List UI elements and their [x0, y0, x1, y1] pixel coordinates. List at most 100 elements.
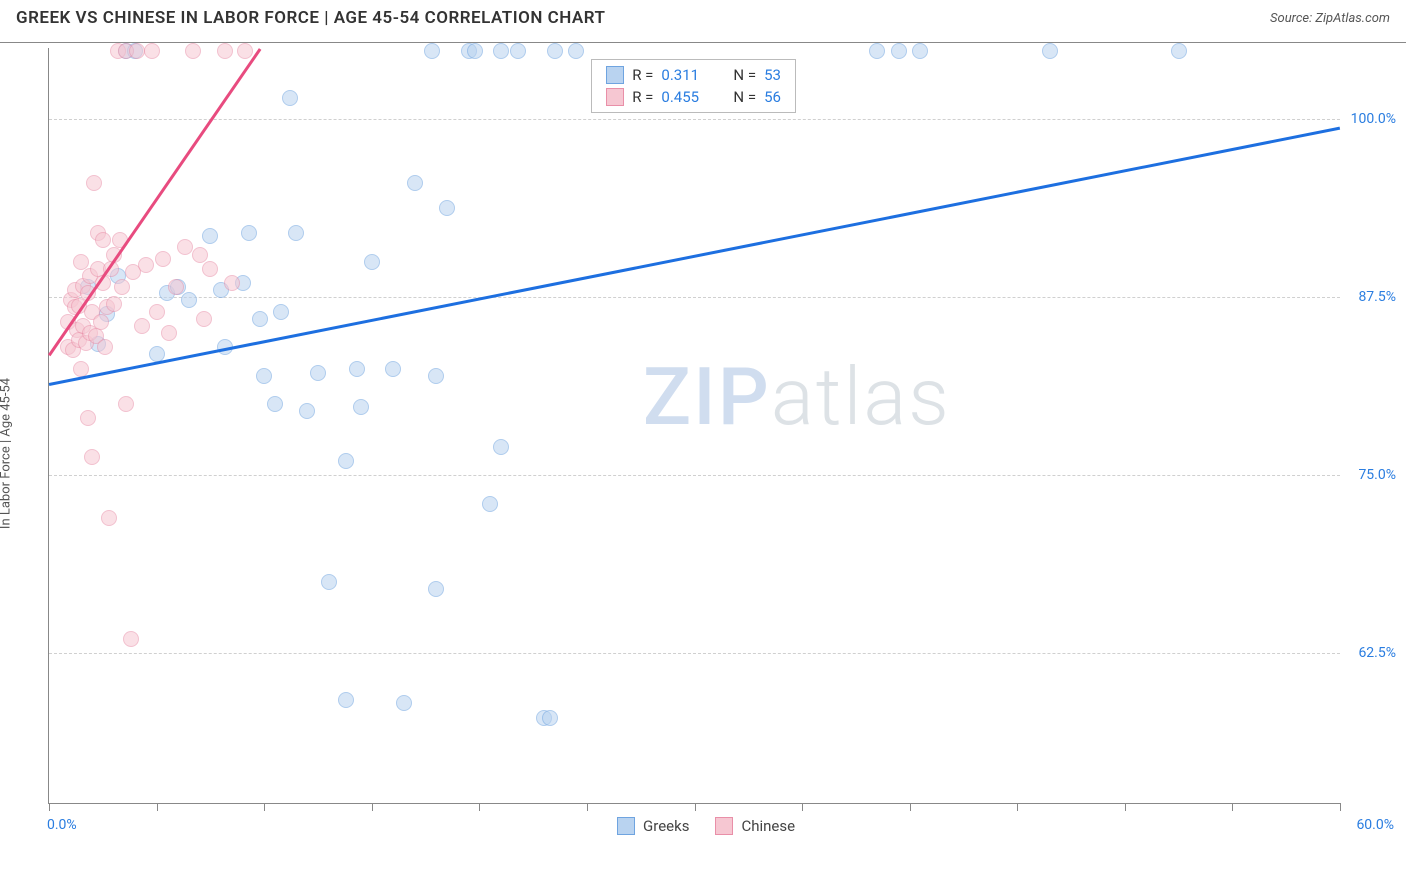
x-tick: [479, 803, 480, 811]
n-value: 56: [764, 88, 781, 106]
series-legend: Greeks Chinese: [617, 817, 795, 835]
x-tick: [157, 803, 158, 811]
scatter-point: [161, 325, 177, 341]
scatter-point: [353, 399, 369, 415]
x-tick: [49, 803, 50, 811]
trend-line: [49, 126, 1340, 385]
scatter-point: [114, 279, 130, 295]
scatter-point: [80, 410, 96, 426]
x-tick: [802, 803, 803, 811]
scatter-point: [267, 396, 283, 412]
scatter-point: [202, 261, 218, 277]
source-label: Source: ZipAtlas.com: [1270, 11, 1390, 26]
watermark-atlas: atlas: [771, 350, 951, 444]
scatter-point: [177, 239, 193, 255]
scatter-point: [869, 43, 885, 59]
scatter-point: [428, 581, 444, 597]
scatter-point: [482, 496, 498, 512]
y-tick-label: 62.5%: [1358, 645, 1396, 661]
scatter-point: [97, 339, 113, 355]
gridline-y: [49, 119, 1340, 120]
scatter-point: [202, 228, 218, 244]
x-max-label: 60.0%: [1356, 817, 1394, 833]
n-label: N =: [733, 88, 756, 106]
legend-item: Chinese: [715, 817, 795, 835]
scatter-point: [138, 257, 154, 273]
scatter-point: [396, 695, 412, 711]
scatter-point: [95, 232, 111, 248]
watermark-zip: ZIP: [643, 350, 771, 444]
plot-area: ZIPatlas 62.5%75.0%87.5%100.0%0.0%60.0%R…: [48, 48, 1340, 804]
x-tick: [1340, 803, 1341, 811]
x-tick: [1232, 803, 1233, 811]
x-tick: [587, 803, 588, 811]
chart-title: GREEK VS CHINESE IN LABOR FORCE | AGE 45…: [16, 8, 605, 28]
scatter-point: [1042, 43, 1058, 59]
scatter-point: [84, 449, 100, 465]
legend-swatch: [617, 817, 635, 835]
scatter-point: [428, 368, 444, 384]
scatter-point: [149, 304, 165, 320]
scatter-point: [106, 296, 122, 312]
scatter-point: [568, 43, 584, 59]
scatter-point: [493, 439, 509, 455]
scatter-point: [217, 43, 233, 59]
watermark: ZIPatlas: [643, 350, 951, 444]
n-label: N =: [733, 66, 756, 84]
scatter-point: [155, 251, 171, 267]
y-tick-label: 75.0%: [1358, 467, 1396, 483]
scatter-point: [407, 175, 423, 191]
scatter-point: [547, 43, 563, 59]
r-value: 0.455: [661, 88, 717, 106]
scatter-point: [424, 43, 440, 59]
x-tick: [1125, 803, 1126, 811]
legend-row: R = 0.455 N = 56: [602, 86, 785, 108]
x-tick: [372, 803, 373, 811]
scatter-point: [338, 453, 354, 469]
r-value: 0.311: [661, 66, 717, 84]
scatter-point: [192, 247, 208, 263]
legend-item: Greeks: [617, 817, 689, 835]
gridline-y: [49, 297, 1340, 298]
scatter-point: [241, 225, 257, 241]
plot-container: ZIPatlas 62.5% 75.0% 87.5% 100.0% 0.0% 60.0% R…: [48, 48, 1398, 832]
x-tick: [910, 803, 911, 811]
legend-swatch: [606, 88, 624, 106]
scatter-point: [237, 43, 253, 59]
scatter-point: [493, 43, 509, 59]
scatter-point: [349, 361, 365, 377]
r-label: R =: [632, 66, 653, 84]
x-tick: [264, 803, 265, 811]
x-tick: [1017, 803, 1018, 811]
legend-label: Greeks: [643, 817, 689, 835]
n-value: 53: [764, 66, 781, 84]
scatter-point: [321, 574, 337, 590]
gridline-y: [49, 653, 1340, 654]
y-tick-label: 87.5%: [1358, 289, 1396, 305]
scatter-point: [542, 710, 558, 726]
r-label: R =: [632, 88, 653, 106]
scatter-point: [338, 692, 354, 708]
scatter-point: [101, 510, 117, 526]
x-min-label: 0.0%: [47, 817, 77, 833]
x-tick: [695, 803, 696, 811]
legend-swatch: [606, 66, 624, 84]
scatter-point: [196, 311, 212, 327]
scatter-point: [1171, 43, 1187, 59]
scatter-point: [123, 631, 139, 647]
scatter-point: [224, 275, 240, 291]
scatter-point: [510, 43, 526, 59]
scatter-point: [93, 314, 109, 330]
legend-label: Chinese: [741, 817, 795, 835]
y-tick-label: 100.0%: [1351, 111, 1396, 127]
scatter-point: [385, 361, 401, 377]
scatter-point: [129, 43, 145, 59]
correlation-legend: R = 0.311 N = 53 R = 0.455 N = 56: [591, 59, 796, 113]
scatter-point: [439, 200, 455, 216]
scatter-point: [252, 311, 268, 327]
scatter-point: [134, 318, 150, 334]
scatter-point: [185, 43, 201, 59]
legend-swatch: [715, 817, 733, 835]
scatter-point: [118, 396, 134, 412]
scatter-point: [144, 43, 160, 59]
